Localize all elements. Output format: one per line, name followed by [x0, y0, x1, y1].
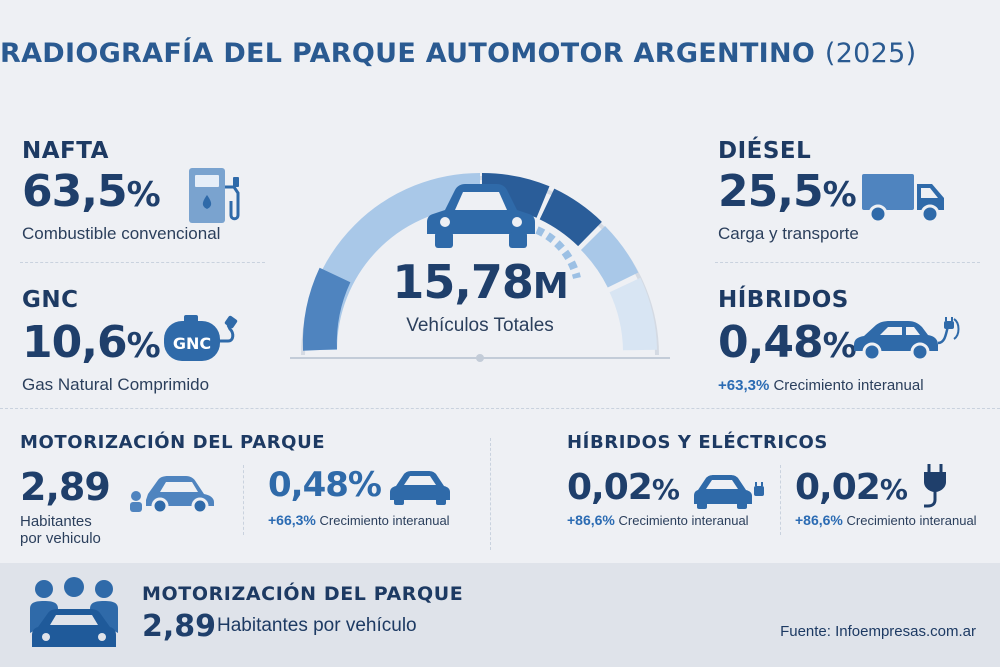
total-vehicles-gauge: 15,78M Vehículos Totales — [285, 110, 675, 370]
hibridos-stat: HÍBRIDOS 0,48% +63,3% Crecimiento intera… — [718, 287, 924, 394]
source-credit: Fuente: Infoempresas.com.ar — [780, 623, 976, 640]
motorizacion-title: MOTORIZACIÓN DEL PARQUE — [20, 432, 326, 453]
gauge-arc — [290, 172, 670, 362]
diesel-desc: Carga y transporte — [718, 224, 859, 243]
car-icon — [427, 184, 535, 248]
hibridos-electricos-title: HÍBRIDOS Y ELÉCTRICOS — [567, 432, 828, 453]
title-text: RADIOGRAFÍA DEL PARQUE AUTOMOTOR ARGENTI… — [0, 38, 816, 69]
motorizacion-secondary-value: 0,48% — [268, 465, 382, 505]
footer-title: MOTORIZACIÓN DEL PARQUE — [142, 583, 464, 605]
plug-icon — [924, 464, 946, 508]
diesel-label: DIÉSEL — [718, 138, 812, 164]
page-title: RADIOGRAFÍA DEL PARQUE AUTOMOTOR ARGENTI… — [0, 38, 916, 69]
total-vehicles-label: Vehículos Totales — [406, 315, 554, 336]
divider — [20, 262, 265, 263]
motorizacion-value: 2,89 — [20, 465, 111, 509]
diesel-value: 25,5% — [718, 166, 857, 217]
hybrid-share-value: 0,02% — [567, 467, 680, 508]
diesel-stat: DIÉSEL 25,5% Carga y transporte — [718, 138, 859, 244]
electric-share-value: 0,02% — [795, 467, 908, 508]
hibridos-label: HÍBRIDOS — [718, 287, 849, 313]
gas-tank-icon: GNC — [164, 315, 238, 361]
footer-value: 2,89 — [142, 609, 217, 644]
hybrid-growth: +86,6% Crecimiento interanual — [567, 512, 749, 528]
hibridos-value: 0,48% — [718, 317, 857, 368]
nafta-stat: NAFTA 63,5% Combustible convencional — [22, 138, 220, 244]
people-car-icon — [30, 577, 118, 647]
gnc-label: GNC — [22, 287, 79, 313]
car-with-people-icon — [130, 476, 214, 515]
gnc-value: 10,6% — [22, 317, 161, 368]
electric-car-icon — [694, 475, 764, 509]
nafta-desc: Combustible convencional — [22, 224, 221, 243]
motorizacion-secondary-growth: +66,3% Crecimiento interanual — [268, 512, 450, 528]
divider — [780, 465, 781, 535]
nafta-label: NAFTA — [22, 138, 109, 164]
hybrid-car-icon — [854, 317, 960, 361]
divider — [715, 262, 980, 263]
title-year: (2025) — [824, 38, 917, 69]
motorizacion-label-1: Habitantes — [20, 513, 92, 530]
motorizacion-label-2: por vehiculo — [20, 530, 101, 547]
section-divider — [0, 408, 1000, 409]
fuel-pump-icon — [189, 168, 240, 223]
truck-icon — [862, 174, 944, 224]
electric-growth: +86,6% Crecimiento interanual — [795, 512, 977, 528]
total-vehicles-value: 15,78M — [392, 255, 568, 309]
hibridos-growth: +63,3% Crecimiento interanual — [718, 377, 924, 394]
small-car-icon — [390, 471, 450, 505]
divider — [490, 438, 491, 550]
gnc-tank-text: GNC — [173, 334, 211, 353]
nafta-value: 63,5% — [22, 166, 161, 217]
gnc-desc: Gas Natural Comprimido — [22, 375, 210, 394]
gnc-stat: GNC 10,6% Gas Natural Comprimido — [22, 287, 209, 395]
footer-label: Habitantes por vehículo — [217, 615, 417, 636]
divider — [243, 465, 244, 535]
footer-band: MOTORIZACIÓN DEL PARQUE 2,89 Habitantes … — [0, 563, 1000, 667]
